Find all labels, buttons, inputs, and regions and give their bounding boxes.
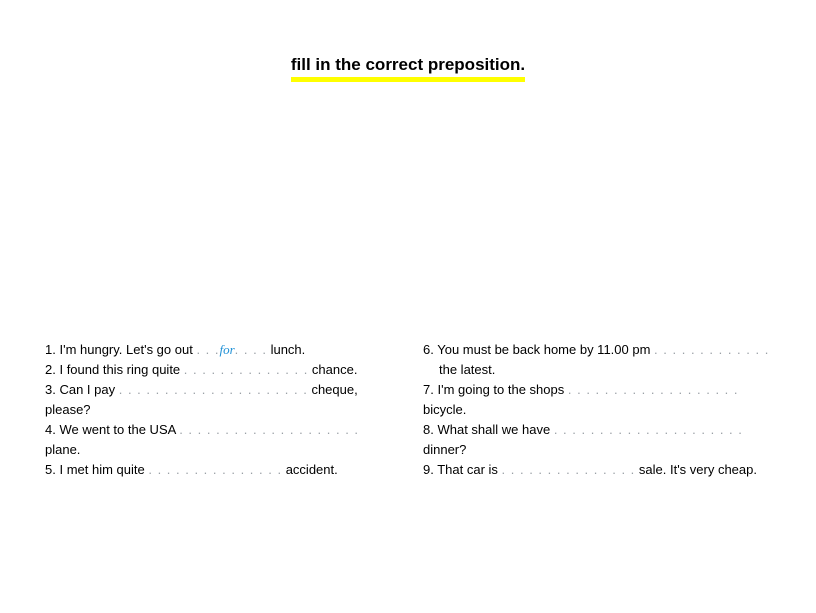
item-number: 9.: [423, 462, 434, 477]
exercise-item: 8. What shall we have . . . . . . . . . …: [423, 420, 771, 460]
blank-dots[interactable]: . . . . . . . . . . . . .: [654, 342, 769, 357]
item-text-a: You must be back home by 11.00 pm: [437, 342, 654, 357]
exercise-item: 6. You must be back home by 11.00 pm . .…: [423, 340, 771, 360]
exercise-item: 4. We went to the USA . . . . . . . . . …: [45, 420, 393, 460]
right-column: 6. You must be back home by 11.00 pm . .…: [423, 340, 771, 480]
item-text-b: bicycle.: [423, 402, 466, 417]
exercise-item: 2. I found this ring quite . . . . . . .…: [45, 360, 393, 380]
blank-dots[interactable]: . . . . . . . . . . . . . .: [184, 362, 309, 377]
item-text-b: lunch.: [267, 342, 305, 357]
title-wrap: fill in the correct preposition.: [0, 55, 816, 82]
item-text-b: plane.: [45, 442, 80, 457]
worksheet-page: fill in the correct preposition. 1. I'm …: [0, 0, 816, 613]
blank-dots[interactable]: . . . . . . . . . . . . . . . . . . . .: [179, 422, 359, 437]
exercise-item: 5. I met him quite . . . . . . . . . . .…: [45, 460, 393, 480]
item-text-b: dinner?: [423, 442, 466, 457]
blank-dots[interactable]: . . . . . . . . . . . . . . . . . . . . …: [119, 382, 308, 397]
worksheet-title: fill in the correct preposition.: [291, 55, 525, 82]
item-number: 6.: [423, 342, 434, 357]
blank-dots[interactable]: . . .: [196, 342, 219, 357]
item-text-b: accident.: [282, 462, 338, 477]
item-number: 2.: [45, 362, 56, 377]
exercise-item-continuation: the latest.: [423, 360, 771, 380]
item-number: 5.: [45, 462, 56, 477]
item-number: 1.: [45, 342, 56, 357]
exercise-columns: 1. I'm hungry. Let's go out . . .for. . …: [45, 340, 771, 480]
blank-dots[interactable]: . . . . . . . . . . . . . . .: [148, 462, 282, 477]
exercise-item: 9. That car is . . . . . . . . . . . . .…: [423, 460, 771, 480]
item-text-a: That car is: [437, 462, 501, 477]
item-text-a: I found this ring quite: [59, 362, 183, 377]
item-text-a: I'm going to the shops: [437, 382, 567, 397]
exercise-item: 1. I'm hungry. Let's go out . . .for. . …: [45, 340, 393, 360]
left-column: 1. I'm hungry. Let's go out . . .for. . …: [45, 340, 393, 480]
item-text-a: What shall we have: [437, 422, 553, 437]
item-number: 8.: [423, 422, 434, 437]
blank-dots[interactable]: . . . .: [235, 342, 267, 357]
item-text-a: I'm hungry. Let's go out: [59, 342, 196, 357]
item-text-cont: the latest.: [439, 362, 495, 377]
exercise-item: 3. Can I pay . . . . . . . . . . . . . .…: [45, 380, 393, 420]
item-text-b: chance.: [308, 362, 357, 377]
item-text-a: We went to the USA: [59, 422, 179, 437]
item-text-a: I met him quite: [59, 462, 148, 477]
blank-dots[interactable]: . . . . . . . . . . . . . . .: [502, 462, 636, 477]
item-text-a: Can I pay: [59, 382, 118, 397]
blank-dots[interactable]: . . . . . . . . . . . . . . . . . . . . …: [554, 422, 743, 437]
item-number: 3.: [45, 382, 56, 397]
filled-answer: for: [220, 342, 235, 357]
blank-dots[interactable]: . . . . . . . . . . . . . . . . . . .: [568, 382, 739, 397]
item-number: 4.: [45, 422, 56, 437]
exercise-item: 7. I'm going to the shops . . . . . . . …: [423, 380, 771, 420]
item-text-b: sale. It's very cheap.: [635, 462, 757, 477]
item-number: 7.: [423, 382, 434, 397]
